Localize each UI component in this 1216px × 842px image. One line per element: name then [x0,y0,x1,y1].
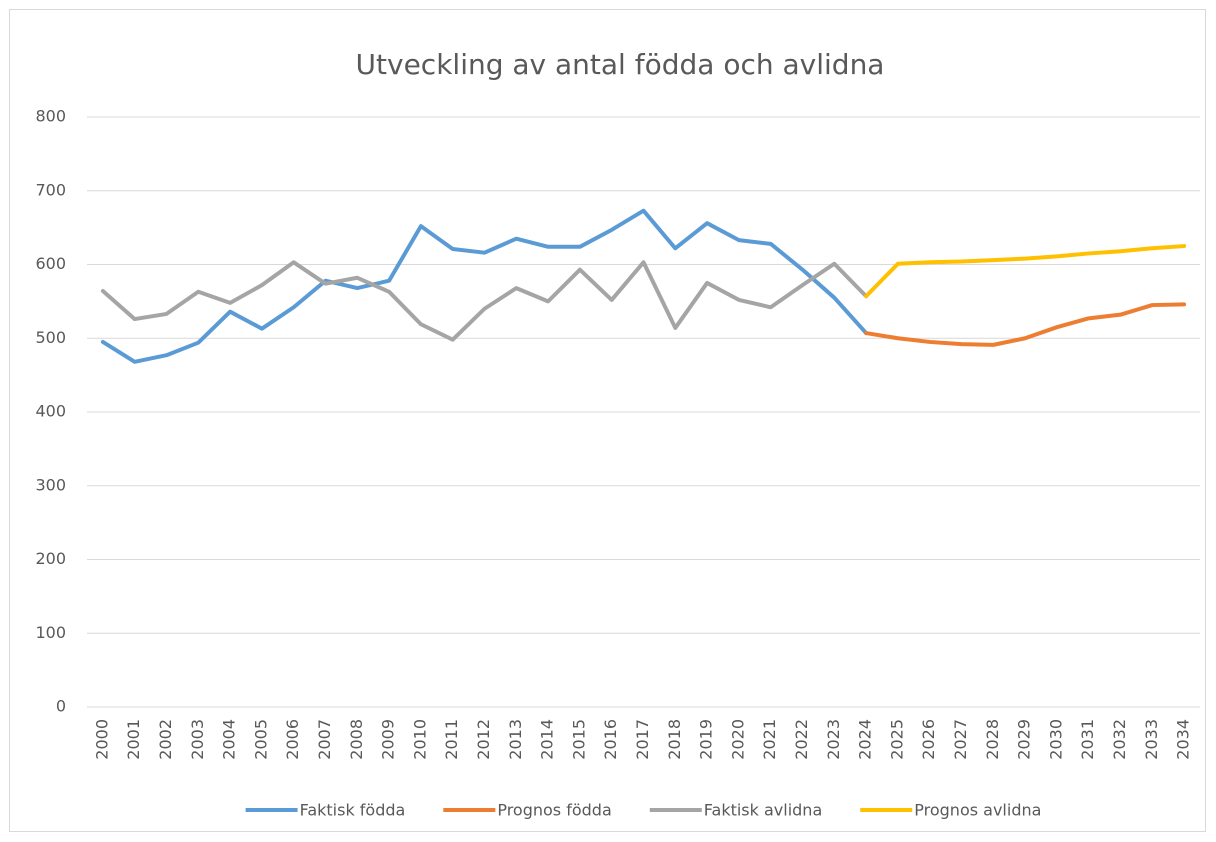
x-tick-label: 2005 [251,719,270,760]
x-tick-label: 2001 [124,719,143,760]
x-tick-label: 2008 [347,719,366,760]
series-line [864,244,1187,299]
x-tick-label: 2017 [633,719,652,760]
x-tick-label: 2016 [601,719,620,760]
x-tick-label: 2018 [665,719,684,760]
x-tick-label: 2023 [824,719,843,760]
y-tick-label: 400 [35,402,66,421]
x-tick-label: 2019 [697,719,716,760]
y-tick-label: 600 [35,254,66,273]
series-line [100,260,869,342]
x-tick-label: 2029 [1015,719,1034,760]
x-tick-label: 2009 [379,719,398,760]
x-tick-label: 2033 [1142,719,1161,760]
y-tick-label: 100 [35,623,66,642]
y-tick-label: 700 [35,180,66,199]
y-tick-label: 800 [35,107,66,126]
x-tick-label: 2003 [188,719,207,760]
x-tick-label: 2027 [951,719,970,760]
legend-label: Faktisk födda [300,801,406,820]
x-tick-label: 2013 [506,719,525,760]
x-tick-label: 2024 [856,719,875,760]
x-tick-label: 2002 [156,719,175,760]
x-tick-label: 2010 [410,719,429,760]
series-line [100,208,869,364]
chart-frame [9,9,1206,832]
legend-label: Prognos avlidna [914,801,1041,820]
x-tick-label: 2025 [887,719,906,760]
series-line [864,302,1187,347]
legend: Faktisk födda Prognos födda Faktisk avlidn… [245,801,1041,820]
y-tick-label: 0 [56,697,66,716]
x-tick-label: 2000 [92,719,111,760]
x-tick-label: 2011 [442,719,461,760]
y-tick-label: 500 [35,328,66,347]
x-tick-label: 2034 [1174,719,1193,760]
x-tick-label: 2028 [983,719,1002,760]
x-tick-label: 2012 [474,719,493,760]
chart-title: Utveckling av antal födda och avlidna [356,48,885,81]
legend-label: Faktisk avlidna [704,801,822,820]
legend-label: Prognos födda [497,801,611,820]
x-tick-label: 2021 [760,719,779,760]
x-tick-label: 2022 [792,719,811,760]
x-tick-label: 2007 [315,719,334,760]
x-tick-label: 2006 [283,719,302,760]
x-tick-label: 2026 [919,719,938,760]
y-tick-label: 200 [35,549,66,568]
x-tick-label: 2030 [1046,719,1065,760]
x-tick-label: 2015 [569,719,588,760]
x-tick-label: 2014 [538,719,557,760]
x-tick-label: 2004 [220,719,239,760]
x-tick-label: 2032 [1110,719,1129,760]
x-tick-label: 2020 [728,719,747,760]
x-tick-label: 2031 [1078,719,1097,760]
y-tick-label: 300 [35,475,66,494]
